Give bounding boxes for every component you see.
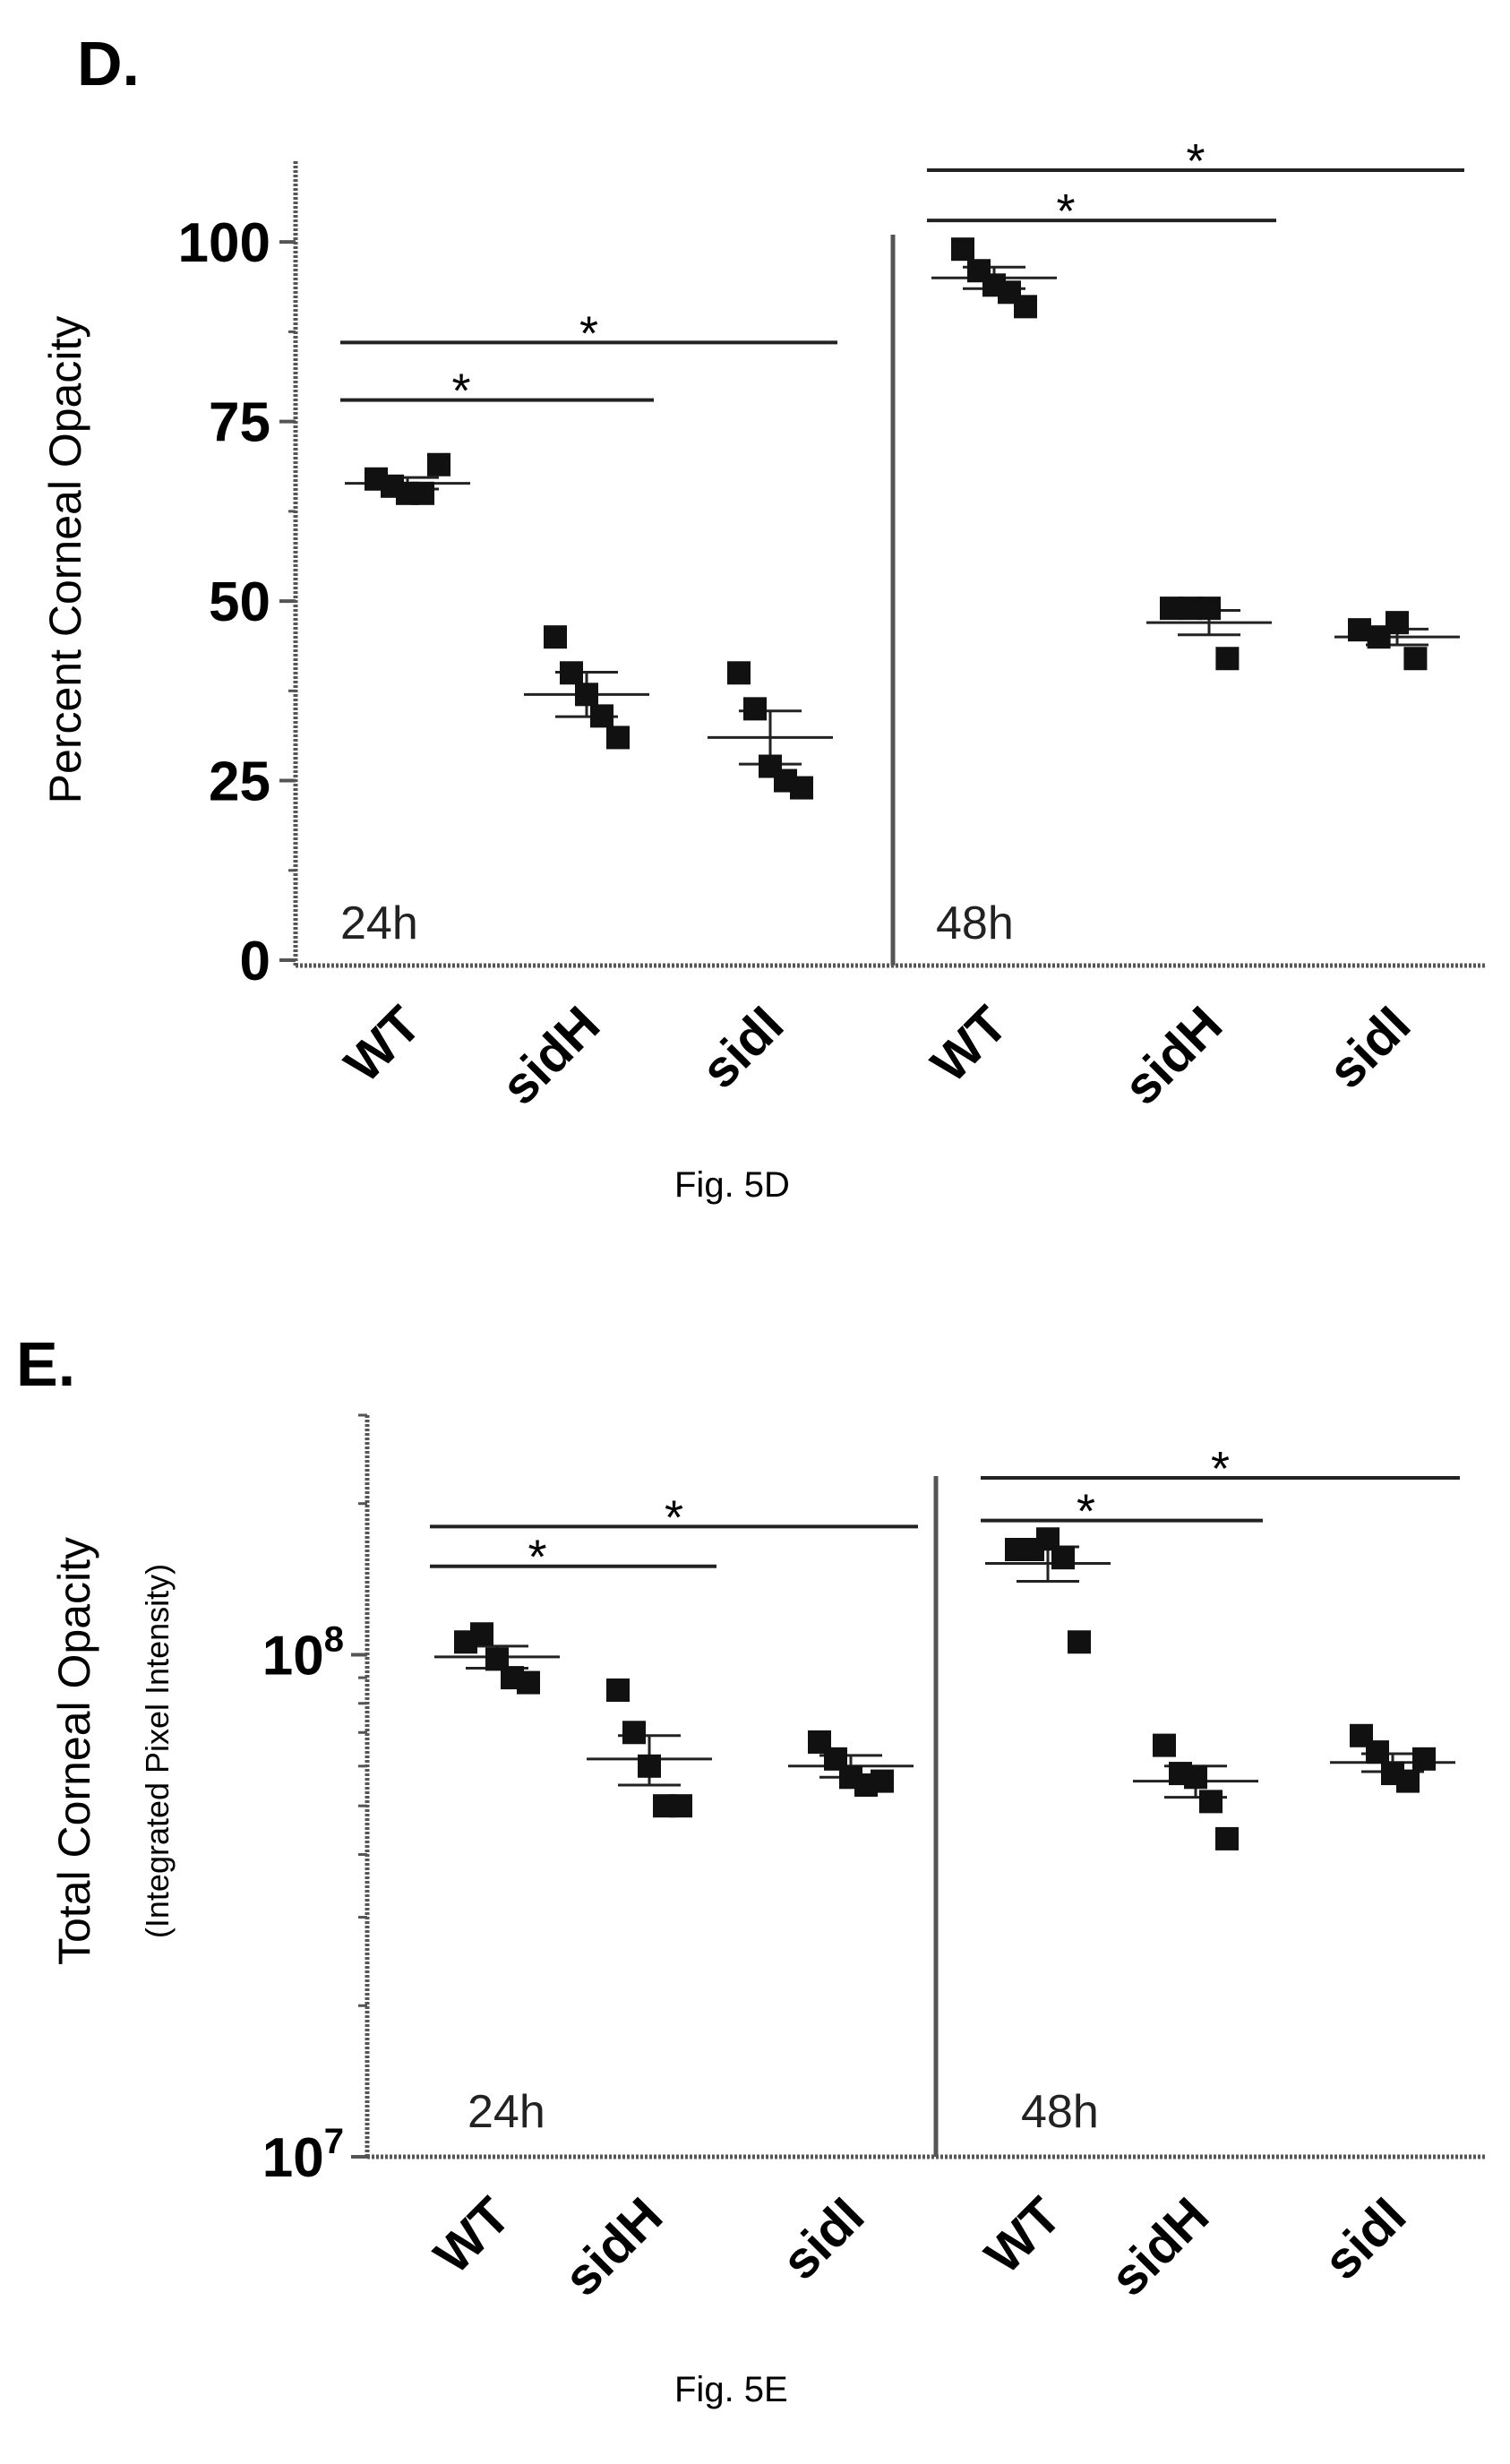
y-tick-label: 100: [178, 212, 270, 274]
y-tick-label: 75: [209, 392, 270, 454]
data-point: [622, 1721, 646, 1745]
x-category-label: WT: [920, 995, 1018, 1094]
data-point: [1051, 1546, 1075, 1570]
chart-e: 107 108 Total Corneal Opacity (Integrated P…: [49, 1413, 1487, 2307]
x-category-label: sidH: [553, 2186, 673, 2307]
data-point: [1366, 1740, 1389, 1764]
y-tick-label: 50: [209, 571, 270, 633]
data-point: [606, 1678, 630, 1703]
significance-star: *: [1211, 1442, 1230, 1496]
time-point-label: 48h: [936, 897, 1014, 949]
panel-e-caption: Fig. 5E: [674, 2370, 788, 2409]
data-point: [1215, 1826, 1239, 1850]
data-point: [871, 1769, 894, 1793]
time-point-label: 24h: [340, 897, 418, 949]
data-point: [590, 704, 613, 728]
y-tick-label: 107: [262, 2122, 344, 2189]
data-point: [1014, 295, 1037, 319]
data-point: [517, 1670, 540, 1695]
x-category-label: sidI: [771, 2186, 876, 2291]
y-tick-label: 0: [240, 931, 270, 992]
data-point: [1396, 1769, 1420, 1793]
x-category-label: sidH: [1099, 2186, 1220, 2307]
data-point: [790, 776, 813, 800]
significance-star: *: [579, 306, 598, 360]
data-point: [427, 452, 450, 476]
data-point: [1412, 1747, 1436, 1771]
significance-star: *: [1186, 134, 1205, 188]
y-axis-label: Total Corneal Opacity: [49, 1537, 99, 1965]
data-point: [1153, 1733, 1176, 1757]
x-category-label: sidH: [490, 995, 611, 1116]
data-point: [1215, 647, 1240, 671]
data-point: [1199, 1790, 1223, 1814]
data-point: [411, 481, 434, 505]
data-point: [669, 1794, 692, 1818]
data-point: [951, 237, 974, 262]
time-point-label: 24h: [468, 2086, 545, 2138]
data-point: [638, 1754, 661, 1778]
data-point: [1184, 1765, 1207, 1790]
x-category-label: WT: [423, 2186, 521, 2285]
y-axis-label: Percent Corneal Opacity: [40, 316, 90, 804]
data-point: [727, 661, 751, 685]
data-point: [1197, 597, 1221, 621]
data-point: [575, 683, 598, 707]
x-category-label: sidI: [691, 995, 795, 1100]
x-category-label: sidH: [1112, 995, 1233, 1116]
data-point: [743, 697, 767, 721]
x-category-label: sidI: [1317, 995, 1422, 1100]
significance-star: *: [1077, 1485, 1095, 1539]
data-point: [1068, 1630, 1091, 1654]
chart-d: 0 25 50 75 100 Percent Corneal Opacity 24h WT si…: [40, 134, 1487, 1116]
panel-e-letter: E.: [16, 1329, 76, 1399]
x-category-label: WT: [974, 2186, 1072, 2285]
significance-star: *: [1056, 185, 1075, 238]
data-point: [1386, 611, 1409, 635]
significance-star: *: [528, 1531, 546, 1584]
data-point: [606, 725, 630, 750]
x-category-label: WT: [333, 995, 432, 1094]
x-category-label: sidI: [1313, 2186, 1418, 2291]
significance-star: *: [665, 1490, 683, 1544]
y-axis-sublabel: (Integrated Pixel Intensity): [139, 1564, 176, 1938]
significance-star: *: [451, 365, 470, 418]
y-tick-label: 25: [209, 751, 270, 813]
panel-d-caption: Fig. 5D: [674, 1165, 790, 1205]
panel-d-letter: D.: [77, 29, 140, 99]
data-point: [1403, 647, 1428, 671]
y-tick-label: 108: [262, 1619, 344, 1687]
data-point: [544, 625, 567, 649]
data-point: [470, 1622, 493, 1646]
time-point-label: 48h: [1021, 2086, 1099, 2138]
data-point: [560, 661, 583, 685]
